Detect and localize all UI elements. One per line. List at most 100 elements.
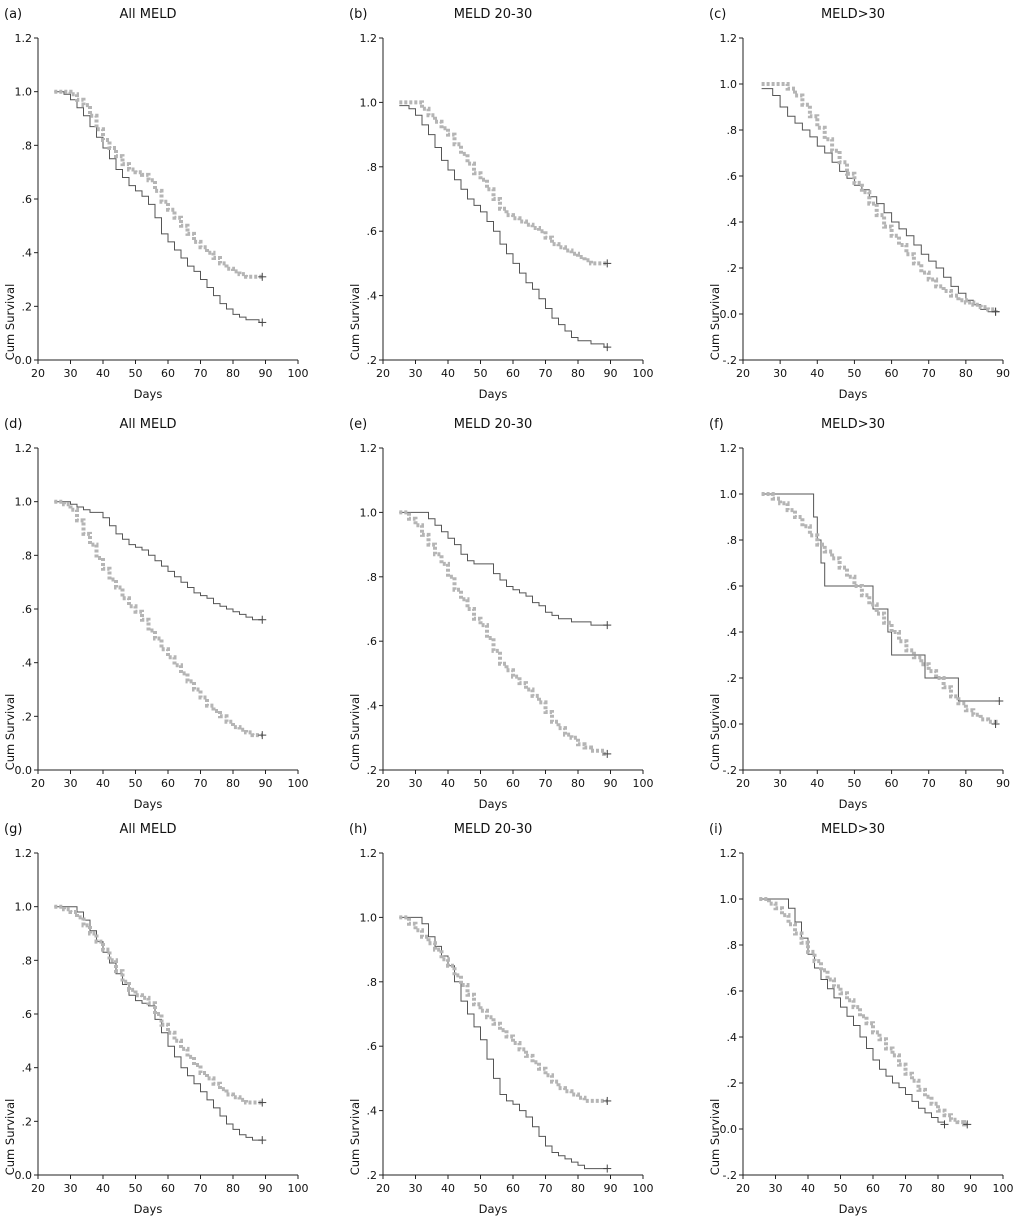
panel-title: All MELD xyxy=(120,822,177,837)
x-axis-title: Days xyxy=(479,797,508,811)
survival-curve-dotted xyxy=(54,904,263,1105)
x-tick-label: 80 xyxy=(571,777,585,790)
survival-curve-dotted xyxy=(761,82,998,312)
panel-title: MELD 20-30 xyxy=(454,7,533,22)
x-tick-label: 30 xyxy=(409,1182,423,1195)
x-tick-label: 100 xyxy=(288,367,309,380)
x-tick-label: 70 xyxy=(194,1182,208,1195)
chart-panel-6: (f) MELD>30 20 30 40 50 60 70 80 90 -.2 0.0 .2 .4 .6 .8… xyxy=(705,410,1025,818)
y-tick-label: 1.0 xyxy=(15,86,33,99)
x-axis-title: Days xyxy=(479,387,508,401)
x-tick-label: 20 xyxy=(31,1182,45,1195)
censor-mark xyxy=(258,1136,267,1145)
x-tick-label: 100 xyxy=(993,1182,1014,1195)
y-tick-label: .6 xyxy=(367,225,378,238)
chart-panel-7: (g) All MELD 20 30 40 50 60 70 80 90 100 0.0 .2 .4 .6.… xyxy=(0,815,320,1223)
y-tick-label: .8 xyxy=(22,139,33,152)
x-tick-label: 90 xyxy=(604,1182,618,1195)
y-tick-label: .8 xyxy=(22,954,33,967)
survival-curve-dotted xyxy=(54,499,263,738)
y-tick-label: .2 xyxy=(727,1077,738,1090)
x-tick-label: 60 xyxy=(506,777,520,790)
y-tick-label: .8 xyxy=(22,549,33,562)
y-tick-label: .2 xyxy=(22,300,33,313)
x-tick-label: 30 xyxy=(409,777,423,790)
x-tick-label: 60 xyxy=(506,1182,520,1195)
y-tick-label: 1.2 xyxy=(720,847,738,860)
panel-title: MELD>30 xyxy=(821,822,885,837)
chart-panel-8: (h) MELD 20-30 20 30 40 50 60 70 80 90 100 .2 .4 .6 .8… xyxy=(345,815,665,1223)
x-tick-label: 100 xyxy=(633,777,654,790)
x-tick-label: 40 xyxy=(96,777,110,790)
y-tick-label: 1.0 xyxy=(360,911,378,924)
y-tick-label: .2 xyxy=(727,262,738,275)
y-tick-label: .8 xyxy=(367,161,378,174)
y-tick-label: .2 xyxy=(367,764,378,777)
x-tick-label: 40 xyxy=(810,367,824,380)
y-tick-label: .4 xyxy=(22,1062,33,1075)
panel-label: (c) xyxy=(709,7,726,22)
y-tick-label: 1.2 xyxy=(15,32,33,45)
y-tick-label: .2 xyxy=(367,1169,378,1182)
survival-curve-solid xyxy=(54,906,263,1141)
survival-curve-solid xyxy=(54,91,263,323)
x-tick-label: 50 xyxy=(847,367,861,380)
x-tick-label: 60 xyxy=(161,1182,175,1195)
y-tick-label: 1.2 xyxy=(720,32,738,45)
y-tick-label: 1.2 xyxy=(360,32,378,45)
x-tick-label: 90 xyxy=(259,367,273,380)
x-tick-label: 60 xyxy=(161,367,175,380)
x-tick-label: 80 xyxy=(226,367,240,380)
x-tick-label: 90 xyxy=(996,777,1010,790)
x-tick-label: 60 xyxy=(506,367,520,380)
panel-label: (g) xyxy=(4,822,22,837)
y-tick-label: 0.0 xyxy=(720,308,738,321)
y-tick-label: .2 xyxy=(22,1115,33,1128)
x-tick-label: 30 xyxy=(409,367,423,380)
x-tick-label: 90 xyxy=(259,777,273,790)
x-tick-label: 20 xyxy=(31,367,45,380)
censor-mark xyxy=(603,259,612,268)
y-tick-label: .6 xyxy=(22,603,33,616)
x-tick-label: 20 xyxy=(31,777,45,790)
censor-mark xyxy=(995,697,1004,705)
x-axis-title: Days xyxy=(479,1202,508,1216)
chart-svg: (h) MELD 20-30 20 30 40 50 60 70 80 90 100 .2 .4 .6 .8… xyxy=(348,822,654,1216)
x-tick-label: 70 xyxy=(194,777,208,790)
panel-title: MELD 20-30 xyxy=(454,417,533,432)
chart-svg: (g) All MELD 20 30 40 50 60 70 80 90 100 0.0 .2 .4 .6.… xyxy=(3,822,309,1216)
chart-panel-4: (d) All MELD 20 30 40 50 60 70 80 90 100 0.0 .2 .4 .6.… xyxy=(0,410,320,818)
y-tick-label: -.2 xyxy=(723,354,737,367)
y-axis-title: Cum Survival xyxy=(708,284,722,361)
y-tick-label: .6 xyxy=(22,193,33,206)
x-tick-label: 40 xyxy=(96,367,110,380)
y-tick-label: .6 xyxy=(367,635,378,648)
panel-label: (e) xyxy=(349,417,367,432)
x-tick-label: 90 xyxy=(604,367,618,380)
y-tick-label: 0.0 xyxy=(720,718,738,731)
survival-curve-dotted xyxy=(399,915,608,1103)
survival-curve-dotted xyxy=(54,89,263,279)
y-tick-label: .4 xyxy=(22,657,33,670)
x-tick-label: 70 xyxy=(539,777,553,790)
x-tick-label: 50 xyxy=(474,777,488,790)
y-tick-label: .4 xyxy=(367,700,378,713)
survival-curve-solid xyxy=(761,88,996,313)
y-axis-title: Cum Survival xyxy=(3,284,17,361)
x-tick-label: 80 xyxy=(931,1182,945,1195)
y-tick-label: .6 xyxy=(727,580,738,593)
x-tick-label: 20 xyxy=(376,777,390,790)
censor-mark xyxy=(258,1098,267,1107)
x-tick-label: 40 xyxy=(441,367,455,380)
survival-curve-dotted xyxy=(399,100,608,266)
panel-title: All MELD xyxy=(120,7,177,22)
chart-svg: (c) MELD>30 20 30 40 50 60 70 80 90 -.2 0.0 .2 .4 .6 .8… xyxy=(708,7,1010,401)
censor-mark xyxy=(258,272,267,281)
y-tick-label: -.2 xyxy=(723,1169,737,1182)
x-tick-label: 20 xyxy=(736,1182,750,1195)
y-tick-label: 1.2 xyxy=(720,442,738,455)
chart-svg: (d) All MELD 20 30 40 50 60 70 80 90 100 0.0 .2 .4 .6.… xyxy=(3,417,309,811)
x-tick-label: 100 xyxy=(288,1182,309,1195)
y-tick-label: .6 xyxy=(727,985,738,998)
